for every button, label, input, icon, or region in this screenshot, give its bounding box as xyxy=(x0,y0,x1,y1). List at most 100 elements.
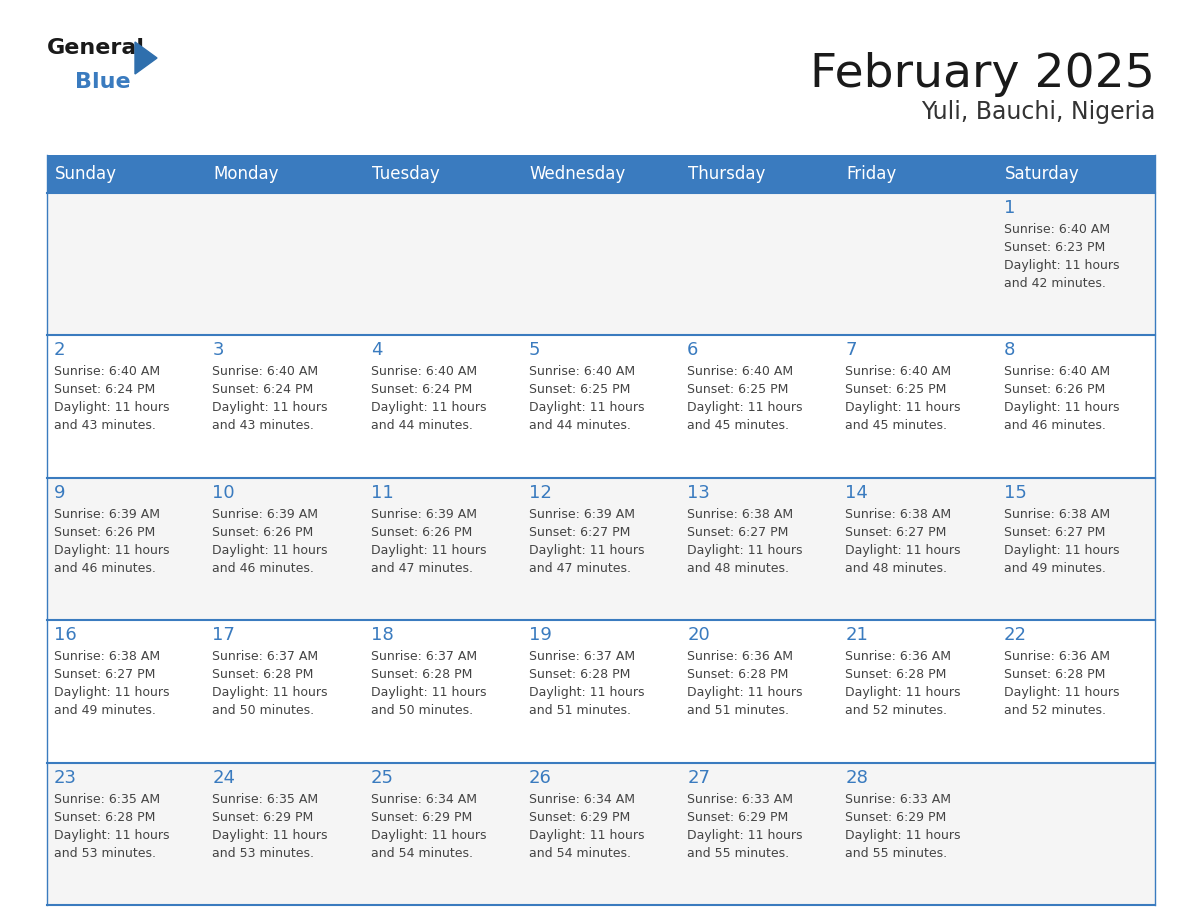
Text: and 52 minutes.: and 52 minutes. xyxy=(1004,704,1106,717)
Text: and 48 minutes.: and 48 minutes. xyxy=(687,562,789,575)
Text: Monday: Monday xyxy=(214,165,279,183)
Text: Daylight: 11 hours: Daylight: 11 hours xyxy=(371,543,486,557)
Bar xyxy=(48,477,1155,621)
Text: Sunrise: 6:34 AM: Sunrise: 6:34 AM xyxy=(529,792,634,806)
Text: 8: 8 xyxy=(1004,341,1015,360)
Text: and 46 minutes.: and 46 minutes. xyxy=(1004,420,1106,432)
Text: and 55 minutes.: and 55 minutes. xyxy=(687,846,789,859)
Text: Sunset: 6:23 PM: Sunset: 6:23 PM xyxy=(1004,241,1105,254)
Text: Sunset: 6:25 PM: Sunset: 6:25 PM xyxy=(529,384,630,397)
Text: Sunset: 6:27 PM: Sunset: 6:27 PM xyxy=(1004,526,1105,539)
Text: Daylight: 11 hours: Daylight: 11 hours xyxy=(371,401,486,414)
Text: and 45 minutes.: and 45 minutes. xyxy=(687,420,789,432)
Text: 21: 21 xyxy=(846,626,868,644)
Text: Sunrise: 6:40 AM: Sunrise: 6:40 AM xyxy=(846,365,952,378)
Text: 17: 17 xyxy=(213,626,235,644)
Text: Sunrise: 6:37 AM: Sunrise: 6:37 AM xyxy=(213,650,318,663)
Text: Thursday: Thursday xyxy=(688,165,765,183)
Text: and 50 minutes.: and 50 minutes. xyxy=(213,704,315,717)
Bar xyxy=(839,155,997,193)
Text: 20: 20 xyxy=(687,626,710,644)
Text: Tuesday: Tuesday xyxy=(372,165,440,183)
Text: Sunrise: 6:40 AM: Sunrise: 6:40 AM xyxy=(1004,365,1110,378)
Text: Daylight: 11 hours: Daylight: 11 hours xyxy=(529,686,644,700)
Text: Daylight: 11 hours: Daylight: 11 hours xyxy=(687,401,803,414)
Text: Sunset: 6:28 PM: Sunset: 6:28 PM xyxy=(1004,668,1105,681)
Bar xyxy=(48,193,1155,335)
Text: Sunset: 6:28 PM: Sunset: 6:28 PM xyxy=(53,811,156,823)
Text: 10: 10 xyxy=(213,484,235,502)
Text: Daylight: 11 hours: Daylight: 11 hours xyxy=(1004,543,1119,557)
Text: Daylight: 11 hours: Daylight: 11 hours xyxy=(529,829,644,842)
Text: and 43 minutes.: and 43 minutes. xyxy=(53,420,156,432)
Text: Sunset: 6:28 PM: Sunset: 6:28 PM xyxy=(529,668,630,681)
Text: and 45 minutes.: and 45 minutes. xyxy=(846,420,947,432)
Text: Sunrise: 6:37 AM: Sunrise: 6:37 AM xyxy=(529,650,634,663)
Text: Daylight: 11 hours: Daylight: 11 hours xyxy=(529,543,644,557)
Text: Wednesday: Wednesday xyxy=(530,165,626,183)
Text: Sunrise: 6:36 AM: Sunrise: 6:36 AM xyxy=(846,650,952,663)
Text: 27: 27 xyxy=(687,768,710,787)
Text: Sunrise: 6:39 AM: Sunrise: 6:39 AM xyxy=(53,508,160,521)
Text: and 51 minutes.: and 51 minutes. xyxy=(687,704,789,717)
Text: 4: 4 xyxy=(371,341,383,360)
Text: Sunrise: 6:35 AM: Sunrise: 6:35 AM xyxy=(213,792,318,806)
Polygon shape xyxy=(135,42,157,74)
Text: Daylight: 11 hours: Daylight: 11 hours xyxy=(53,543,170,557)
Text: Sunrise: 6:38 AM: Sunrise: 6:38 AM xyxy=(53,650,160,663)
Text: and 46 minutes.: and 46 minutes. xyxy=(213,562,314,575)
Text: 22: 22 xyxy=(1004,626,1026,644)
Text: and 51 minutes.: and 51 minutes. xyxy=(529,704,631,717)
Text: Sunrise: 6:39 AM: Sunrise: 6:39 AM xyxy=(213,508,318,521)
Text: Sunset: 6:29 PM: Sunset: 6:29 PM xyxy=(687,811,789,823)
Text: 6: 6 xyxy=(687,341,699,360)
Text: Daylight: 11 hours: Daylight: 11 hours xyxy=(1004,686,1119,700)
Text: 1: 1 xyxy=(1004,199,1015,217)
Text: 7: 7 xyxy=(846,341,857,360)
Text: Sunrise: 6:39 AM: Sunrise: 6:39 AM xyxy=(371,508,476,521)
Text: Sunset: 6:28 PM: Sunset: 6:28 PM xyxy=(371,668,472,681)
Text: Daylight: 11 hours: Daylight: 11 hours xyxy=(1004,259,1119,272)
Text: Sunrise: 6:38 AM: Sunrise: 6:38 AM xyxy=(687,508,794,521)
Text: and 53 minutes.: and 53 minutes. xyxy=(213,846,315,859)
Text: Sunrise: 6:34 AM: Sunrise: 6:34 AM xyxy=(371,792,476,806)
Text: Sunrise: 6:40 AM: Sunrise: 6:40 AM xyxy=(1004,223,1110,236)
Text: and 50 minutes.: and 50 minutes. xyxy=(371,704,473,717)
Text: Friday: Friday xyxy=(846,165,897,183)
Text: and 46 minutes.: and 46 minutes. xyxy=(53,562,156,575)
Text: Daylight: 11 hours: Daylight: 11 hours xyxy=(687,829,803,842)
Text: 25: 25 xyxy=(371,768,393,787)
Text: Sunset: 6:26 PM: Sunset: 6:26 PM xyxy=(213,526,314,539)
Text: Sunrise: 6:38 AM: Sunrise: 6:38 AM xyxy=(846,508,952,521)
Text: Sunset: 6:29 PM: Sunset: 6:29 PM xyxy=(371,811,472,823)
Text: Sunset: 6:26 PM: Sunset: 6:26 PM xyxy=(53,526,156,539)
Text: and 47 minutes.: and 47 minutes. xyxy=(529,562,631,575)
Text: Daylight: 11 hours: Daylight: 11 hours xyxy=(213,401,328,414)
Text: Sunset: 6:26 PM: Sunset: 6:26 PM xyxy=(371,526,472,539)
Text: 12: 12 xyxy=(529,484,551,502)
Text: Sunday: Sunday xyxy=(55,165,116,183)
Text: Daylight: 11 hours: Daylight: 11 hours xyxy=(371,829,486,842)
Text: Sunrise: 6:33 AM: Sunrise: 6:33 AM xyxy=(846,792,952,806)
Text: 9: 9 xyxy=(53,484,65,502)
Text: Sunset: 6:26 PM: Sunset: 6:26 PM xyxy=(1004,384,1105,397)
Text: Sunrise: 6:40 AM: Sunrise: 6:40 AM xyxy=(213,365,318,378)
Bar xyxy=(48,621,1155,763)
Text: and 55 minutes.: and 55 minutes. xyxy=(846,846,948,859)
Text: Daylight: 11 hours: Daylight: 11 hours xyxy=(1004,401,1119,414)
Text: 14: 14 xyxy=(846,484,868,502)
Text: and 53 minutes.: and 53 minutes. xyxy=(53,846,156,859)
Bar xyxy=(364,155,522,193)
Bar xyxy=(522,155,681,193)
Text: and 49 minutes.: and 49 minutes. xyxy=(1004,562,1106,575)
Text: 18: 18 xyxy=(371,626,393,644)
Text: Sunset: 6:25 PM: Sunset: 6:25 PM xyxy=(846,384,947,397)
Text: 2: 2 xyxy=(53,341,65,360)
Bar xyxy=(48,335,1155,477)
Text: Sunrise: 6:38 AM: Sunrise: 6:38 AM xyxy=(1004,508,1110,521)
Text: General: General xyxy=(48,38,145,58)
Text: and 52 minutes.: and 52 minutes. xyxy=(846,704,947,717)
Text: Sunrise: 6:39 AM: Sunrise: 6:39 AM xyxy=(529,508,634,521)
Text: Daylight: 11 hours: Daylight: 11 hours xyxy=(53,401,170,414)
Text: and 44 minutes.: and 44 minutes. xyxy=(371,420,473,432)
